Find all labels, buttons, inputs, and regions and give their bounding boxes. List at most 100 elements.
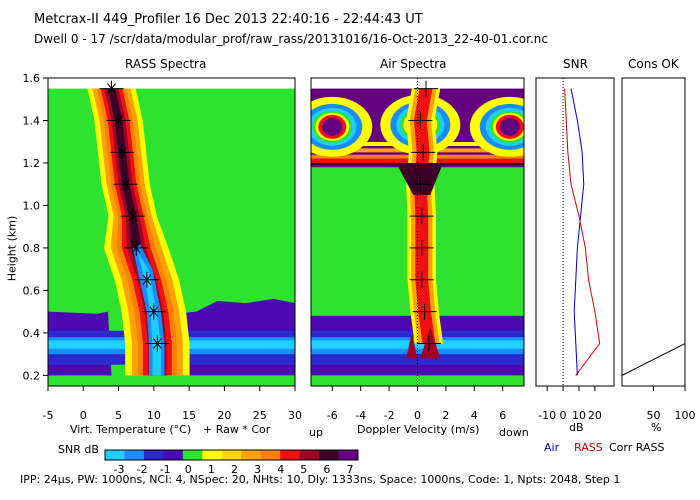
colorbar-tick-label: 5 (300, 463, 307, 476)
rass-marker-0 (145, 335, 170, 352)
colorbar-cell-11 (319, 450, 340, 460)
legend-rass: RASS (574, 441, 603, 454)
colorbar-frame (104, 449, 359, 461)
rass-title: RASS Spectra (125, 57, 207, 71)
cor-marker-b (107, 83, 116, 94)
ring-layer-6 (499, 117, 520, 136)
rass-marker-2 (134, 271, 159, 288)
snr-xtick-label: 0 (560, 409, 567, 422)
cor-marker-b (142, 274, 152, 286)
cor-marker-b (114, 115, 123, 126)
cons-ok-panel: 50 100 (621, 77, 696, 422)
air-xtick-label: -2 (384, 409, 395, 422)
air-xlabel: Doppler Velocity (m/s) (357, 423, 480, 436)
air-spike-a (406, 332, 418, 359)
air-xtick-label: 4 (471, 409, 478, 422)
snr-title: SNR (563, 57, 588, 71)
rass-frame (47, 77, 296, 387)
air-marker-0 (416, 335, 441, 352)
rass-xtick-label: 0 (80, 409, 87, 422)
colorbar-tick-label: -2 (137, 463, 148, 476)
air-ring-right (469, 96, 524, 157)
colorbar-tick-label: 3 (254, 463, 261, 476)
cons-frame (621, 77, 686, 387)
colorbar-cell-7 (241, 450, 262, 460)
air-neck (396, 162, 444, 195)
cons-title: Cons OK (628, 57, 679, 71)
air-contours (311, 88, 524, 386)
ytick-label: 0.2 (23, 369, 41, 382)
cor-marker-b (117, 147, 127, 158)
snr-line-rass (564, 88, 601, 376)
colorbar-cell-9 (280, 450, 301, 460)
air-xtick-label: -6 (327, 409, 338, 422)
snr-colorbar: -3 -2 -1 0 1 2 3 4 5 6 7 (104, 449, 359, 476)
rass-xlabel-extra: + Raw * Cor (203, 423, 271, 436)
colorbar-tick-label: 4 (277, 463, 284, 476)
rass-marker-6 (110, 144, 135, 161)
rass-xtick-label: 10 (147, 409, 161, 422)
air-marker-5 (408, 176, 433, 193)
air-xtick-label: 6 (499, 409, 506, 422)
ytick-label: 1.2 (23, 157, 41, 170)
rass-xtick-label: 5 (115, 409, 122, 422)
rass-inner-cyan (137, 252, 161, 376)
ytick-label: 1.0 (23, 199, 41, 212)
colorbar-cell-8 (260, 450, 281, 460)
cor-marker-b (149, 306, 159, 317)
snr-line-air (570, 88, 585, 376)
colorbar-cell-6 (221, 450, 242, 460)
air-spectra-panel: -6 -4 -2 0 2 4 6 (310, 77, 525, 422)
air-spike-b (420, 326, 441, 359)
ytick-label: 0.8 (23, 242, 41, 255)
colorbar-cell-0 (105, 450, 125, 460)
cor-marker-b (121, 178, 131, 190)
ytick-label: 1.6 (23, 72, 41, 85)
colorbar-cell-3 (163, 450, 184, 460)
cor-marker-b (152, 338, 162, 349)
cor-marker-b (131, 242, 141, 254)
ytick-label: 0.4 (23, 327, 41, 340)
ring-layer-6 (322, 117, 343, 136)
air-xlabel-down: down (499, 426, 529, 439)
footer-params: IPP: 24μs, PW: 1000ns, NCI: 4, NSpec: 20… (20, 473, 621, 486)
air-title: Air Spectra (380, 57, 447, 71)
snr-panel: -10 0 10 20 (535, 77, 615, 422)
rass-marker-4 (120, 208, 145, 225)
cons-xtick-label: 100 (675, 409, 696, 422)
rass-marker-5 (113, 176, 138, 193)
rass-spectra-panel: -5 0 5 10 15 20 25 30 0.2 0.4 0.6 0.8 1.0 1.2 1.4 1.6 (23, 72, 303, 422)
ytick-label: 1.4 (23, 114, 41, 127)
rass-xtick-label: 25 (253, 409, 267, 422)
colorbar-tick-label: 7 (347, 463, 354, 476)
cons-xtick-label: 50 (647, 409, 661, 422)
rass-contours (48, 88, 295, 386)
rass-marker-3 (124, 239, 149, 256)
header-dwell: Dwell 0 - 17 /scr/data/modular_prof/raw_… (34, 32, 548, 46)
air-band-core (311, 340, 524, 349)
colorbar-cell-12 (338, 450, 359, 460)
y-axis-label: Height (km) (5, 215, 19, 282)
air-marker-6 (411, 144, 436, 161)
colorbar-tick-label: 0 (185, 463, 192, 476)
colorbar-tick-label: 6 (323, 463, 330, 476)
rass-xlabel: Virt. Temperature (°C) (70, 423, 192, 436)
air-ring-left (311, 96, 373, 157)
rass-xtick-label: 20 (217, 409, 231, 422)
snr-xtick-label: 20 (588, 409, 602, 422)
rass-xtick-label: 15 (182, 409, 196, 422)
air-marker-2 (409, 271, 434, 288)
cons-line (621, 343, 686, 376)
colorbar-cell-4 (182, 450, 203, 460)
colorbar-tick-label: -1 (160, 463, 171, 476)
air-xlabel-up: up (309, 426, 323, 439)
air-marker-7 (408, 112, 433, 129)
air-xtick-label: 0 (414, 409, 421, 422)
legend-corr: Corr RASS (609, 441, 665, 454)
air-marker-8 (414, 80, 439, 97)
air-marker-1 (412, 303, 437, 320)
air-xtick-label: 2 (442, 409, 449, 422)
colorbar-cell-5 (202, 450, 223, 460)
colorbar-cell-10 (299, 450, 320, 460)
